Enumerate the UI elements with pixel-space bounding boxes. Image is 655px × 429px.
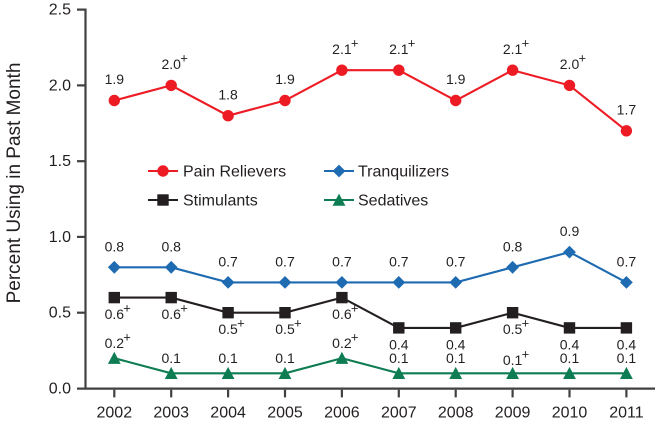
svg-text:Percent Using in Past Month: Percent Using in Past Month: [4, 63, 25, 304]
svg-text:0.4: 0.4: [617, 336, 637, 352]
svg-text:2005: 2005: [267, 405, 303, 422]
svg-text:0.8: 0.8: [161, 238, 181, 254]
svg-text:2006: 2006: [324, 405, 360, 422]
svg-text:+: +: [351, 301, 359, 316]
svg-text:+: +: [180, 301, 188, 316]
svg-text:+: +: [408, 35, 416, 50]
svg-text:2.1: 2.1: [332, 41, 352, 57]
svg-text:0.7: 0.7: [332, 253, 352, 269]
svg-text:2009: 2009: [495, 405, 531, 422]
svg-text:0.4: 0.4: [446, 336, 466, 352]
svg-text:0.7: 0.7: [617, 253, 637, 269]
svg-text:2.0: 2.0: [161, 56, 181, 72]
svg-text:1.9: 1.9: [446, 71, 466, 87]
svg-text:1.8: 1.8: [218, 86, 238, 102]
svg-text:0.1: 0.1: [503, 352, 523, 368]
svg-text:0.1: 0.1: [446, 350, 466, 366]
svg-text:0.2: 0.2: [105, 335, 125, 351]
svg-text:0.7: 0.7: [446, 253, 466, 269]
svg-text:+: +: [522, 346, 530, 361]
svg-text:0.1: 0.1: [275, 350, 295, 366]
svg-text:0.8: 0.8: [503, 238, 523, 254]
svg-text:2.1: 2.1: [389, 41, 409, 57]
svg-text:Tranquilizers: Tranquilizers: [358, 164, 449, 181]
svg-text:+: +: [351, 35, 359, 50]
svg-text:Pain Relievers: Pain Relievers: [183, 164, 286, 181]
svg-text:+: +: [123, 301, 131, 316]
svg-text:0.6: 0.6: [105, 306, 125, 322]
svg-text:0.7: 0.7: [275, 253, 295, 269]
svg-text:0.7: 0.7: [389, 253, 409, 269]
svg-text:0.6: 0.6: [332, 306, 352, 322]
svg-text:2003: 2003: [153, 405, 189, 422]
svg-text:+: +: [123, 330, 131, 345]
svg-text:0.6: 0.6: [161, 306, 181, 322]
svg-text:0.1: 0.1: [161, 350, 181, 366]
svg-text:2008: 2008: [438, 405, 474, 422]
svg-text:1.9: 1.9: [275, 71, 295, 87]
svg-text:1.9: 1.9: [105, 71, 125, 87]
svg-text:0.1: 0.1: [389, 350, 409, 366]
svg-text:2004: 2004: [210, 405, 246, 422]
svg-text:1.0: 1.0: [49, 229, 71, 246]
svg-text:1.7: 1.7: [617, 102, 637, 118]
svg-text:2002: 2002: [97, 405, 133, 422]
svg-text:2.5: 2.5: [49, 2, 71, 19]
svg-text:+: +: [180, 51, 188, 66]
svg-text:2010: 2010: [552, 405, 588, 422]
svg-text:2.0: 2.0: [49, 77, 71, 94]
svg-text:0.4: 0.4: [389, 336, 409, 352]
svg-text:0.5: 0.5: [49, 305, 71, 322]
svg-text:+: +: [522, 35, 530, 50]
svg-text:0.1: 0.1: [617, 350, 637, 366]
svg-text:+: +: [294, 316, 302, 331]
svg-text:+: +: [579, 51, 587, 66]
svg-text:+: +: [351, 330, 359, 345]
svg-text:2.0: 2.0: [560, 56, 580, 72]
svg-text:2007: 2007: [381, 405, 417, 422]
svg-text:Stimulants: Stimulants: [183, 193, 258, 210]
svg-text:0.9: 0.9: [560, 223, 580, 239]
svg-text:2011: 2011: [609, 405, 644, 422]
svg-text:0.1: 0.1: [560, 350, 580, 366]
svg-text:0.2: 0.2: [332, 335, 352, 351]
svg-text:Sedatives: Sedatives: [358, 193, 428, 210]
svg-text:0.0: 0.0: [49, 381, 71, 398]
svg-text:0.8: 0.8: [105, 238, 125, 254]
svg-text:0.5: 0.5: [218, 321, 238, 337]
svg-text:0.5: 0.5: [503, 321, 523, 337]
svg-text:1.5: 1.5: [49, 153, 71, 170]
svg-text:2.1: 2.1: [503, 41, 523, 57]
svg-text:0.7: 0.7: [218, 253, 238, 269]
svg-text:0.4: 0.4: [560, 336, 580, 352]
svg-text:0.1: 0.1: [218, 350, 238, 366]
svg-text:0.5: 0.5: [275, 321, 295, 337]
svg-text:+: +: [237, 316, 245, 331]
svg-text:+: +: [522, 316, 530, 331]
